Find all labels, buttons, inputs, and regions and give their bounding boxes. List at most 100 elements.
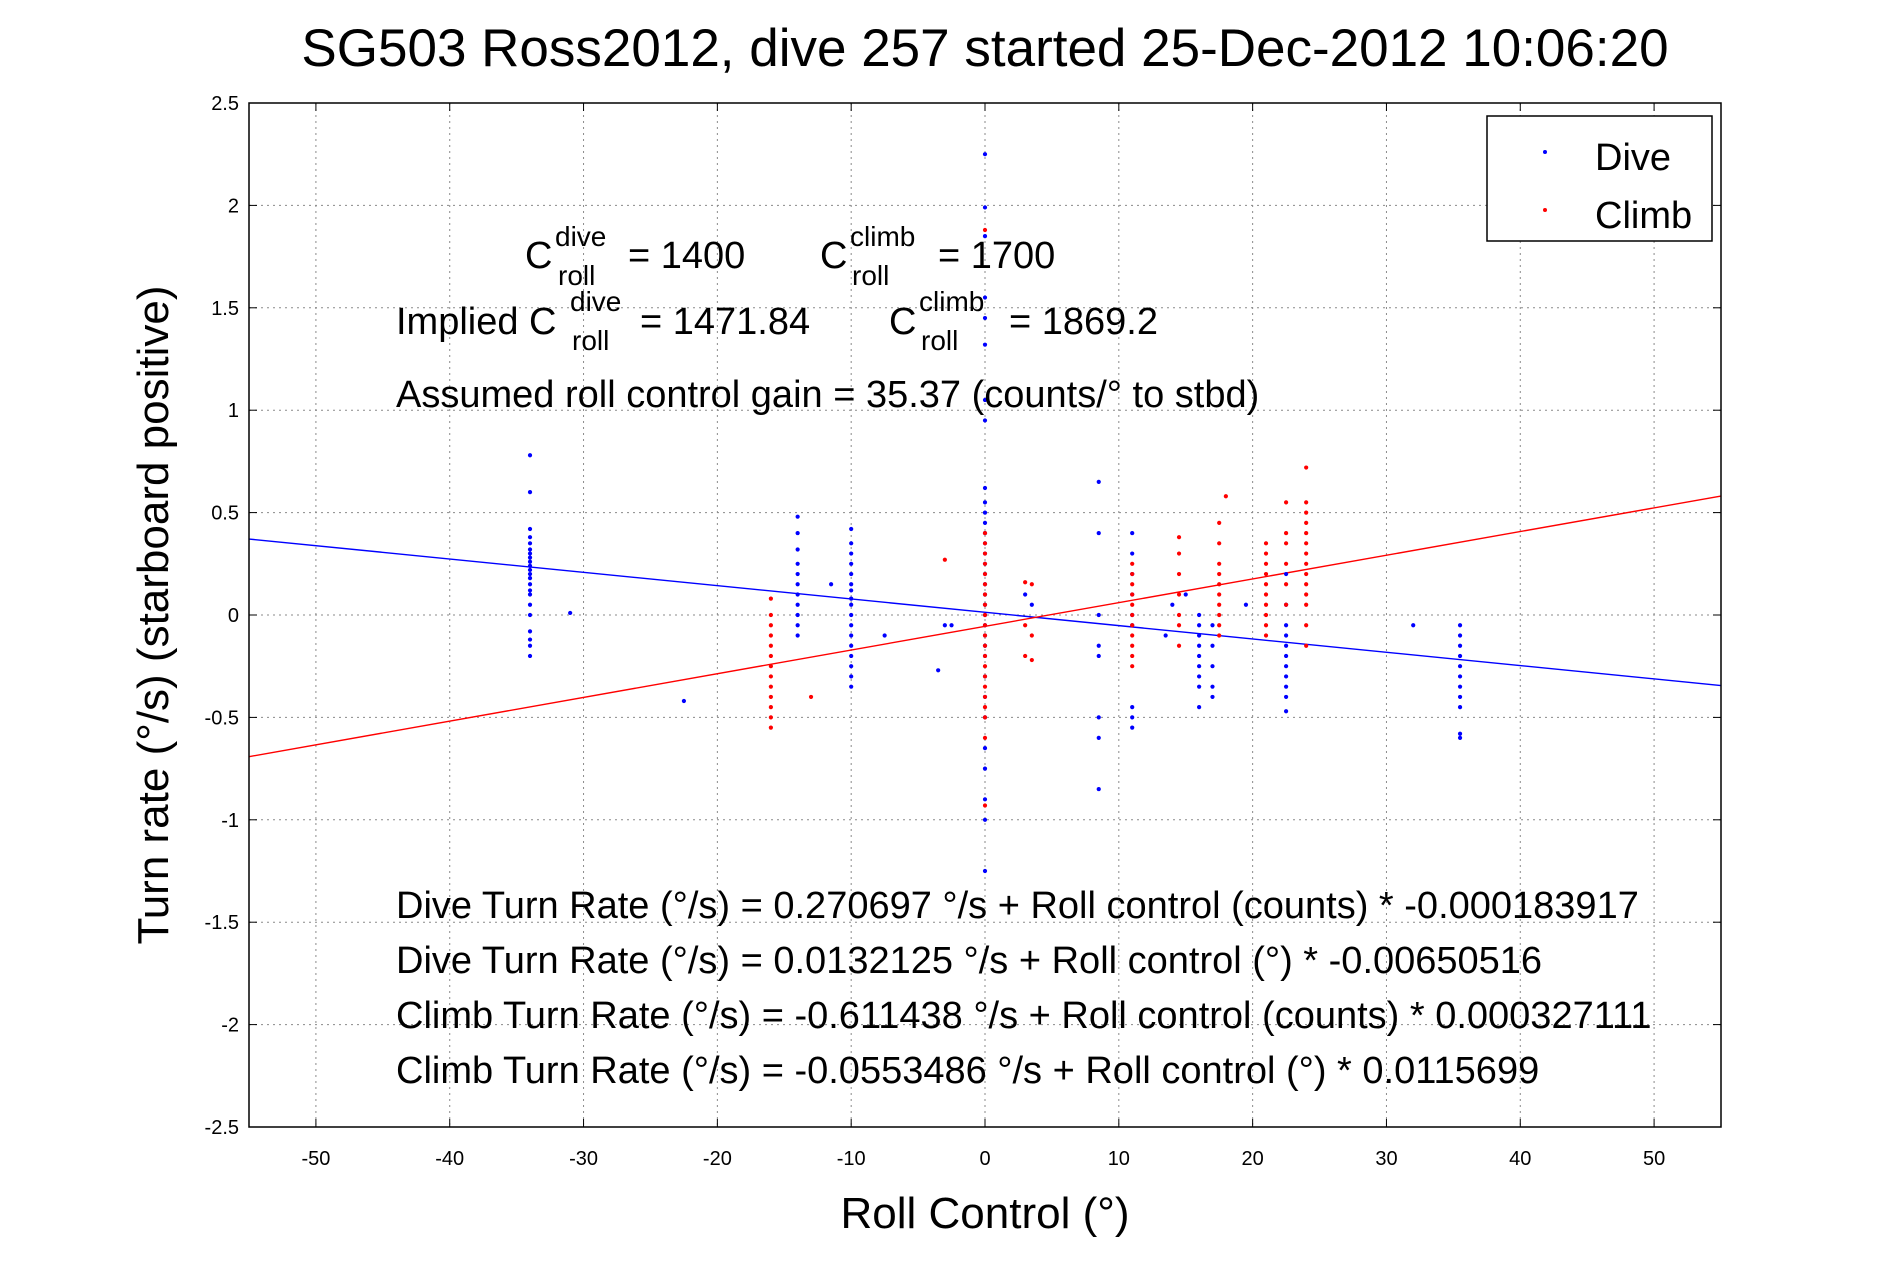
c-roll-climb-value: = 1700 xyxy=(938,235,1055,277)
climb-data-point xyxy=(982,674,988,679)
dive-data-point xyxy=(982,766,988,771)
dive-data-point xyxy=(527,547,533,552)
implied-dive-value: = 1471.84 xyxy=(640,301,810,343)
dive-data-point xyxy=(1130,715,1135,720)
climb-data-point xyxy=(1130,592,1135,597)
dive-data-point xyxy=(1457,623,1463,628)
climb-data-point xyxy=(1283,582,1289,587)
climb-data-point xyxy=(1176,623,1182,628)
dive-data-point xyxy=(1283,643,1289,648)
legend-climb-marker xyxy=(1543,208,1547,212)
dive-data-point xyxy=(795,571,800,577)
x-tick-label: -30 xyxy=(569,1148,598,1170)
dive-data-point xyxy=(1197,684,1202,689)
climb-data-point xyxy=(1304,582,1309,587)
climb-data-point xyxy=(1304,623,1309,628)
dive-data-point xyxy=(1197,633,1202,638)
dive-data-point xyxy=(527,555,533,560)
climb-data-point xyxy=(1304,500,1309,505)
c-roll-dive-sub: roll xyxy=(558,260,595,291)
dive-data-point xyxy=(527,643,533,648)
dive-data-point xyxy=(795,612,800,618)
dive-data-point xyxy=(527,535,533,540)
climb-data-point xyxy=(1217,582,1222,587)
dive-data-point xyxy=(527,571,533,577)
climb-data-point xyxy=(1217,612,1222,618)
implied-prefix: Implied C xyxy=(396,301,557,343)
dive-data-point xyxy=(882,633,887,638)
implied-dive-sub: roll xyxy=(572,325,609,356)
dive-data-point xyxy=(795,623,800,628)
climb-data-point xyxy=(1023,653,1028,659)
dive-data-point xyxy=(795,582,800,587)
y-axis-label: Turn rate (°/s) (starboard positive) xyxy=(129,285,178,944)
dive-data-point xyxy=(1457,731,1463,736)
climb-data-point xyxy=(1130,633,1135,638)
implied-climb-value: = 1869.2 xyxy=(1009,301,1158,343)
c-roll-dive-letter: C xyxy=(525,235,552,277)
climb-counts-equation: Climb Turn Rate (°/s) = -0.611438 °/s + … xyxy=(396,995,1651,1037)
climb-data-point xyxy=(768,612,773,618)
climb-data-point xyxy=(1029,657,1034,663)
climb-data-point xyxy=(1130,643,1135,648)
dive-data-point xyxy=(982,510,988,515)
climb-data-point xyxy=(982,530,988,536)
dive-data-point xyxy=(949,623,954,628)
climb-data-point xyxy=(1304,530,1309,536)
dive-data-point xyxy=(1283,633,1289,638)
plot-frame xyxy=(248,102,1722,1128)
climb-data-point xyxy=(1023,623,1028,628)
x-tick-label: 40 xyxy=(1509,1148,1531,1170)
dive-data-point xyxy=(1197,653,1202,659)
climb-data-point xyxy=(982,612,988,618)
y-tick-label: -2.5 xyxy=(205,1117,239,1139)
x-tick-label: -10 xyxy=(837,1148,866,1170)
climb-data-point xyxy=(768,653,773,659)
dive-data-point xyxy=(849,633,854,638)
y-tick-label: -1.5 xyxy=(205,912,239,934)
dive-degrees-equation: Dive Turn Rate (°/s) = 0.0132125 °/s + R… xyxy=(396,940,1542,982)
dive-data-point xyxy=(527,567,533,573)
climb-data-point xyxy=(982,227,988,233)
dive-data-point xyxy=(982,295,988,300)
dive-data-point xyxy=(527,563,533,568)
c-roll-dive-value: = 1400 xyxy=(628,235,745,277)
dive-data-point xyxy=(982,485,988,491)
dive-data-point xyxy=(982,342,988,347)
climb-data-point xyxy=(982,715,988,720)
dive-data-point xyxy=(1023,592,1028,597)
climb-data-point xyxy=(768,715,773,720)
climb-data-point xyxy=(1263,551,1269,556)
climb-data-point xyxy=(1263,541,1269,546)
dive-data-point xyxy=(1457,633,1463,638)
dive-data-point xyxy=(527,653,533,659)
dive-data-point xyxy=(982,520,988,525)
climb-data-point xyxy=(1263,592,1269,597)
gain-annotation: Assumed roll control gain = 35.37 (count… xyxy=(396,374,1259,416)
climb-data-point xyxy=(768,596,773,601)
dive-data-point xyxy=(527,526,533,532)
dive-data-point xyxy=(1197,623,1202,628)
dive-data-point xyxy=(1283,664,1289,669)
dive-data-point xyxy=(1457,653,1463,659)
dive-data-point xyxy=(1096,643,1101,648)
climb-data-point xyxy=(1304,592,1309,597)
legend-box xyxy=(1486,115,1713,242)
dive-data-point xyxy=(1457,674,1463,679)
x-axis-label: Roll Control (°) xyxy=(841,1189,1130,1238)
dive-data-point xyxy=(1457,664,1463,669)
dive-data-point xyxy=(1029,602,1034,607)
climb-data-point xyxy=(982,684,988,689)
dive-data-point xyxy=(849,571,854,577)
dive-data-point xyxy=(1130,530,1135,536)
dive-data-point xyxy=(982,797,988,802)
dive-data-point xyxy=(849,582,854,587)
dive-data-point xyxy=(849,643,854,648)
climb-data-point xyxy=(1217,561,1222,566)
climb-data-point xyxy=(982,561,988,566)
dive-data-point xyxy=(1283,694,1289,700)
climb-data-point xyxy=(982,735,988,740)
dive-data-point xyxy=(527,629,533,634)
climb-data-point xyxy=(1263,612,1269,618)
